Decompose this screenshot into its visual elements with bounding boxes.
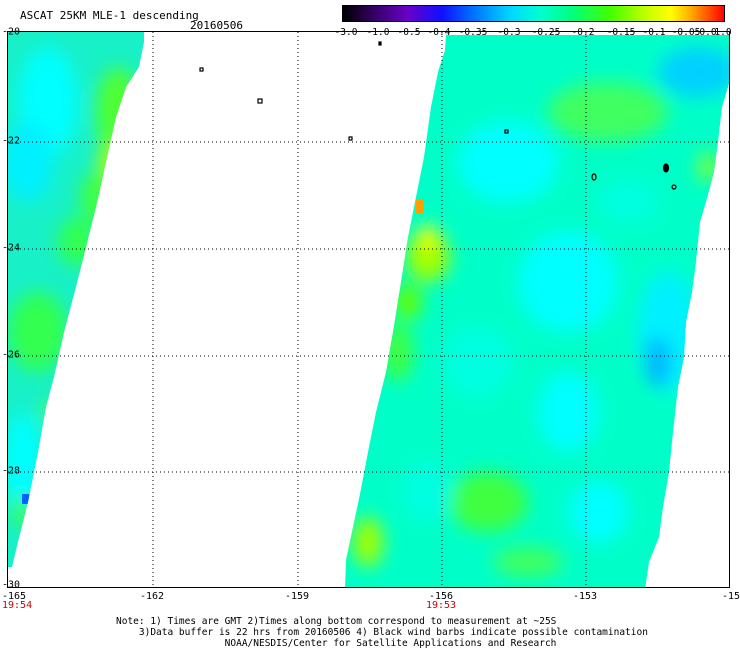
map-title: ASCAT 25KM MLE-1 descending: [20, 9, 199, 22]
lat-label: -24: [2, 242, 21, 254]
colorbar-labels: -3.0 -1.0 -0.5 -0.4 -0.35 -0.3 -0.25 -0.…: [334, 27, 732, 39]
colorbar-label: 0.0: [699, 27, 717, 38]
colorbar-label: -0.1: [642, 27, 666, 38]
lon-label: -156: [428, 591, 454, 602]
colorbar-label: 1.0: [714, 27, 732, 38]
colorbar-label: -0.2: [571, 27, 595, 38]
colorbar-label: -0.35: [458, 27, 488, 38]
map-panel: [7, 31, 730, 588]
graticule: [8, 32, 729, 587]
time-label: 19:53: [425, 600, 457, 611]
colorbar-label: -0.5: [397, 27, 421, 38]
island-outlines: [199, 41, 677, 190]
lon-label: -15: [722, 591, 740, 602]
swath-right: [345, 35, 729, 587]
lon-label: -159: [284, 591, 310, 602]
lat-label: -26: [2, 349, 21, 361]
map-canvas: [8, 32, 729, 587]
footnote: Note: 1) Times are GMT 2)Times along bot…: [116, 616, 648, 649]
colorbar-label: -0.05: [671, 27, 701, 38]
footnote-line: NOAA/NESDIS/Center for Satellite Applica…: [224, 638, 557, 649]
footnote-line: Note: 1) Times are GMT 2)Times along bot…: [116, 616, 557, 627]
colorbar-label: -0.25: [531, 27, 561, 38]
lon-label: -165: [2, 591, 27, 602]
time-label: 19:54: [2, 600, 33, 611]
colorbar-label: -3.0: [334, 27, 358, 38]
lat-label: -20: [2, 26, 21, 38]
colorbar-label: -0.3: [497, 27, 521, 38]
colorbar-label: -0.15: [606, 27, 636, 38]
colorbar-label: -1.0: [366, 27, 390, 38]
lat-label: -30: [2, 579, 21, 591]
lat-label: -22: [2, 135, 21, 147]
swath-left: [8, 32, 144, 567]
colorbar: [342, 5, 725, 22]
colorbar-label: -0.4: [427, 27, 451, 38]
lat-label: -28: [2, 465, 21, 477]
map-date: 20160506: [190, 19, 243, 32]
footnote-line: 3)Data buffer is 22 hrs from 20160506 4)…: [138, 627, 648, 638]
lon-label: -153: [572, 591, 598, 602]
lon-label: -162: [139, 591, 165, 602]
